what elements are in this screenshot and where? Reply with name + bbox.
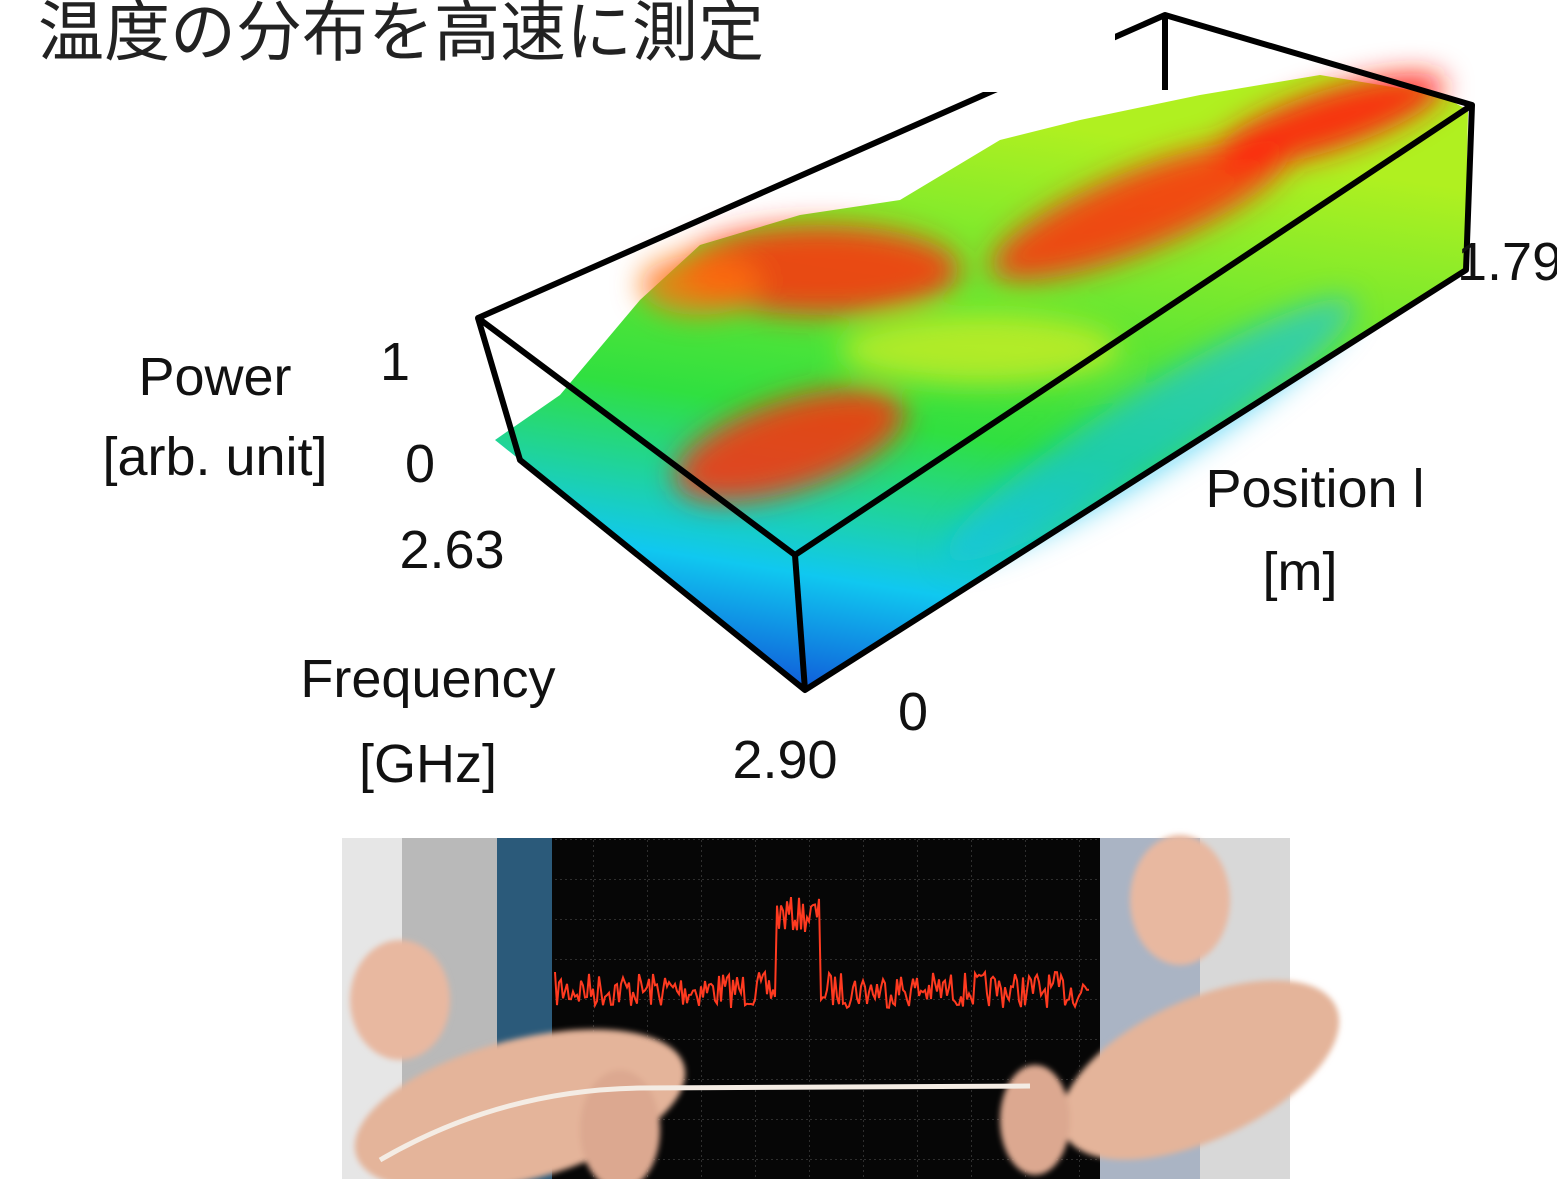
axis-unit: [m] [1263, 542, 1338, 602]
tick-label: 2.90 [732, 730, 837, 790]
tick-label: 2.63 [399, 520, 504, 580]
axis-unit: [arb. unit] [102, 427, 327, 487]
figure: 温度の分布を高速に測定 Power [arb. unit] 1 0 2.63 F… [0, 0, 1557, 1179]
tick-label: 0 [898, 682, 928, 742]
tick-label: 0 [405, 434, 435, 494]
axis-label: Power [138, 347, 291, 407]
axis-unit: [GHz] [359, 734, 497, 794]
tick-label: 1 [380, 332, 410, 392]
axis-label: Position l [1205, 459, 1424, 519]
axis-label: Frequency [300, 649, 555, 709]
title: 温度の分布を高速に測定 [38, 0, 764, 71]
photo [338, 835, 1366, 1179]
tick-label: 1.79 [1457, 232, 1557, 292]
